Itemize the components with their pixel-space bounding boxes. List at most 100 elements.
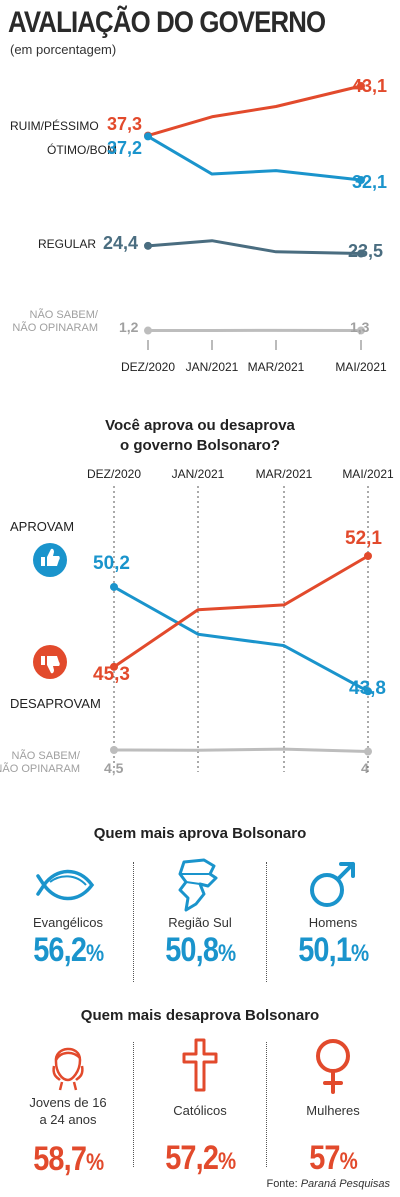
series-start-point <box>110 582 118 591</box>
stat-regiao-sul: Região Sul 50,8% <box>135 856 265 970</box>
stat-label: Homens <box>308 915 358 930</box>
stat-value: 57% <box>309 1139 358 1178</box>
series-name: ÓTIMO/BOM <box>47 142 117 157</box>
x-tick-label: DEZ/2020 <box>87 467 141 481</box>
stat-unit: % <box>217 940 236 967</box>
map-south-region-icon <box>178 858 218 912</box>
stat-catolicos: Católicos 57,2% <box>135 1036 265 1178</box>
source-prefix: Fonte: <box>266 1178 301 1190</box>
source-name: Paraná Pesquisas <box>300 1178 390 1190</box>
series-name: DESAPROVAM <box>10 696 101 711</box>
stat-value: 50,1% <box>297 931 369 970</box>
thumbs-down-icon-glyph <box>41 656 60 674</box>
stat-number: 56,2 <box>32 931 87 969</box>
series-end-point <box>364 687 372 696</box>
stat-label: Região Sul <box>168 915 232 930</box>
x-tick-label: JAN/2021 <box>186 360 239 374</box>
approval-line-chart: DEZ/2020 JAN/2021 MAR/2021 MAI/2021 APROVAM D… <box>0 467 394 776</box>
series-start-value: 45,3 <box>93 664 130 685</box>
series-line <box>147 239 362 256</box>
stat-label-line: a 24 anos <box>39 1112 97 1127</box>
x-tick-label: MAI/2021 <box>342 467 394 481</box>
stat-label: Católicos <box>173 1103 227 1118</box>
x-tick-label: JAN/2021 <box>172 467 225 481</box>
approve-group-title: Quem mais aprova Bolsonaro <box>93 825 307 842</box>
stat-value: 58,7% <box>32 1140 104 1179</box>
series-end-point <box>357 249 365 258</box>
approval-question-line-1: Você aprova ou desaprova <box>105 417 295 434</box>
series-end-point <box>364 747 372 756</box>
stat-evangelicos: Evangélicos 56,2% <box>3 856 133 970</box>
young-woman-icon <box>52 1047 84 1091</box>
evaluation-line-chart: DEZ/2020 JAN/2021 MAR/2021 MAI/2021 RUIM/PÉS… <box>10 76 387 374</box>
stat-label: Jovens de 16 a 24 anos <box>3 1094 133 1128</box>
series-name-line: NÃO OPINARAM <box>0 762 80 775</box>
approval-question-line-2: o governo Bolsonaro? <box>119 437 280 454</box>
series-line <box>113 554 369 669</box>
series-line <box>147 135 362 182</box>
divider <box>266 862 267 982</box>
series-end-point <box>364 552 372 560</box>
series-start-value: 50,2 <box>93 553 130 574</box>
series-line <box>113 585 369 693</box>
stat-unit: % <box>217 1148 236 1175</box>
male-symbol-icon <box>310 862 355 907</box>
thumbs-up-icon-glyph <box>41 548 60 566</box>
stat-value: 50,8% <box>164 931 236 970</box>
fish-icon <box>36 869 95 901</box>
divider <box>133 1042 134 1167</box>
stat-number: 57,2 <box>164 1139 219 1177</box>
series-name: REGULAR <box>38 237 96 251</box>
stat-unit: % <box>85 1149 104 1176</box>
series-start-point <box>110 746 118 754</box>
series-start-value: 1,2 <box>119 319 139 335</box>
stat-label: Evangélicos <box>32 915 104 930</box>
series-start-point <box>110 662 118 671</box>
series-end-value: 4 <box>361 760 369 776</box>
series-end-value: 1,3 <box>350 319 370 335</box>
stat-unit: % <box>85 940 104 967</box>
stat-value: 56,2% <box>32 931 104 970</box>
series-end-value: 43,8 <box>349 678 386 699</box>
stat-number: 58,7 <box>32 1140 87 1178</box>
series-start-value: 37,3 <box>107 114 142 134</box>
series-name: APROVAM <box>10 519 74 534</box>
divider <box>133 862 134 982</box>
divider <box>266 1042 267 1167</box>
x-tick-label: MAR/2021 <box>248 360 305 374</box>
series-end-value: 52,1 <box>345 528 382 549</box>
series-start-point <box>144 326 152 335</box>
stat-unit: % <box>350 940 369 967</box>
stat-jovens: Jovens de 16 a 24 anos 58,7% <box>3 1036 133 1179</box>
stat-value: 57,2% <box>164 1139 236 1178</box>
series-start-value: 24,4 <box>103 233 138 253</box>
series-end-point <box>357 82 365 90</box>
x-tick-label: DEZ/2020 <box>121 360 175 374</box>
approval-question-title: Você aprova ou desaprova o governo Bolso… <box>0 416 400 456</box>
series-line <box>113 747 369 753</box>
stat-number: 57 <box>309 1139 340 1177</box>
series-end-point <box>357 326 365 335</box>
page-subtitle: (em porcentagem) <box>10 42 117 57</box>
stat-label: Mulheres <box>306 1103 360 1118</box>
series-start-point <box>144 132 152 141</box>
stat-number: 50,1 <box>297 931 352 969</box>
x-tick-label: MAR/2021 <box>256 467 313 481</box>
series-line <box>147 84 362 138</box>
female-symbol-icon <box>316 1039 350 1094</box>
stat-homens: Homens 50,1% <box>268 856 398 970</box>
series-start-point <box>144 241 152 250</box>
series-start-value: 37,2 <box>107 138 142 158</box>
disapprove-group-title: Quem mais desaprova Bolsonaro <box>80 1007 320 1024</box>
series-name-line: NÃO SABEM/ <box>30 308 99 321</box>
stat-mulheres: Mulheres 57% <box>268 1036 398 1178</box>
page-title: AVALIAÇÃO DO GOVERNO <box>8 6 326 39</box>
stat-unit: % <box>339 1148 358 1175</box>
series-end-value: 32,1 <box>352 172 387 192</box>
cross-icon <box>182 1038 218 1092</box>
x-tick-label: MAI/2021 <box>335 360 387 374</box>
source-credit: Fonte: Paraná Pesquisas <box>266 1178 390 1190</box>
series-end-value: 23,5 <box>348 241 383 261</box>
stat-number: 50,8 <box>164 931 219 969</box>
series-name: RUIM/PÉSSIMO <box>10 118 99 133</box>
